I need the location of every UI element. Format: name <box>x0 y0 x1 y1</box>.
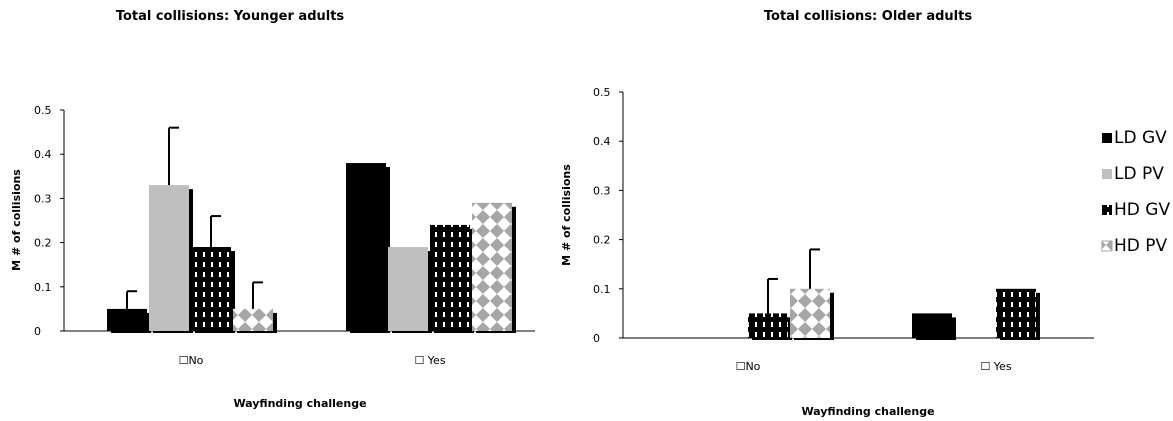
bar-ld-pv <box>149 185 189 331</box>
category-label: ☐ Yes <box>980 360 1011 373</box>
legend-label-hd-pv: HD PV <box>1114 236 1168 256</box>
x-axis-label: Wayfinding challenge <box>233 397 366 410</box>
y-tick-label: 0 <box>34 325 41 338</box>
y-tick-label: 0.5 <box>34 104 52 117</box>
chart-title: Total collisions: Younger adults <box>116 9 345 24</box>
y-tick-label: 0 <box>593 332 600 345</box>
bar-ld-gv <box>346 163 386 331</box>
y-tick-label: 0.1 <box>34 281 52 294</box>
y-tick-label: 0.4 <box>593 135 611 148</box>
y-tick-label: 0.2 <box>593 234 611 247</box>
category-label: ☐ Yes <box>414 354 445 367</box>
bar-ld-gv <box>107 308 147 331</box>
y-tick-label: 0.3 <box>34 192 52 205</box>
legend-label-ld-gv: LD GV <box>1114 128 1167 148</box>
older-adults-chart: Total collisions: Older adults 0 0.1 0.2 0.3… <box>560 9 1094 418</box>
bar-ld-gv <box>912 313 952 338</box>
y-axis-label: M # of collisions <box>560 164 573 266</box>
bar-hd-pv <box>233 308 273 331</box>
legend-swatch-hd-gv <box>1102 205 1112 215</box>
y-tick-label: 0.3 <box>593 184 611 197</box>
legend-swatch-ld-pv <box>1102 169 1112 179</box>
y-tick-label: 0.5 <box>593 86 611 99</box>
legend-label-hd-gv: HD GV <box>1114 200 1170 220</box>
category-label: ☐No <box>179 354 204 367</box>
bar-hd-gv <box>430 224 470 331</box>
chart-title: Total collisions: Older adults <box>764 9 972 24</box>
legend-swatch-hd-pv <box>1101 240 1113 252</box>
bar-hd-pv <box>790 288 830 338</box>
younger-adults-chart: Total collisions: Younger adults 0 0.1 0.2 0… <box>10 9 535 410</box>
bar-hd-gv <box>996 288 1036 338</box>
bar-hd-pv <box>472 202 512 331</box>
bar-ld-pv <box>388 247 428 331</box>
bar-hd-gv <box>748 313 788 338</box>
legend: LD GV LD PV HD GV HD PV <box>1101 128 1170 256</box>
y-axis-label: M # of collisions <box>10 169 23 271</box>
bar-hd-gv <box>191 247 231 331</box>
legend-swatch-ld-gv <box>1102 133 1112 143</box>
legend-label-ld-pv: LD PV <box>1114 164 1164 184</box>
category-label: ☐No <box>736 360 761 373</box>
y-tick-label: 0.2 <box>34 237 52 250</box>
y-tick-label: 0.1 <box>593 283 611 296</box>
x-axis-label: Wayfinding challenge <box>801 405 934 418</box>
y-tick-label: 0.4 <box>34 148 52 161</box>
